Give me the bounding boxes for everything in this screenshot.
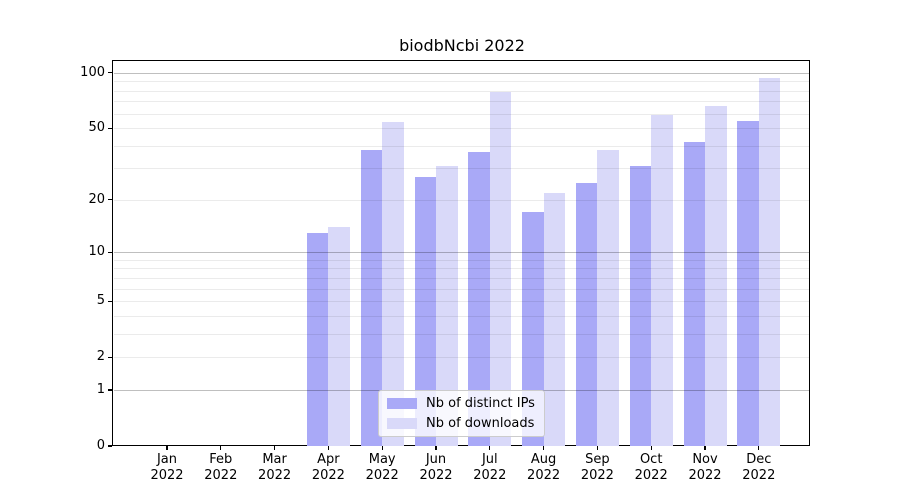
bar-distinct-ips-may <box>360 149 383 446</box>
x-tick-label-may: May 2022 <box>365 452 399 483</box>
bar-downloads-sep <box>597 149 619 446</box>
x-tick-label-jul: Jul 2022 <box>473 452 507 483</box>
y-tick-mark-0 <box>108 445 112 447</box>
x-tick-mark-oct <box>650 446 652 450</box>
x-tick-label-sep: Sep 2022 <box>580 452 614 483</box>
y-tick-mark-100 <box>108 72 112 74</box>
y-tick-label-2: 2 <box>96 349 105 365</box>
y-tick-mark-2 <box>108 356 112 358</box>
gridline-minor-6 <box>114 288 810 290</box>
gridline-minor-7 <box>114 277 810 279</box>
bar-distinct-ips-jul <box>468 151 490 446</box>
bar-downloads-apr <box>328 227 350 446</box>
gridline-minor-3 <box>114 333 810 335</box>
gridline-minor-60 <box>114 113 810 115</box>
gridline-minor-80 <box>114 90 810 92</box>
gridline-minor-50 <box>114 128 810 130</box>
y-tick-label-100: 100 <box>80 64 105 80</box>
x-tick-mark-mar <box>274 446 276 450</box>
y-tick-label-0: 0 <box>96 438 105 453</box>
x-tick-label-nov: Nov 2022 <box>688 452 722 483</box>
y-tick-mark-50 <box>108 127 112 129</box>
legend-item-downloads: Nb of downloads <box>387 416 536 431</box>
gridline-minor-30 <box>114 168 810 170</box>
x-tick-mark-nov <box>704 446 706 450</box>
bar-distinct-ips-jun <box>414 176 436 446</box>
y-tick-label-50: 50 <box>88 120 105 136</box>
x-tick-mark-dec <box>758 446 760 450</box>
bar-distinct-ips-aug <box>522 212 544 446</box>
gridline-minor-40 <box>114 145 810 147</box>
x-tick-mark-feb <box>220 446 222 450</box>
legend: Nb of distinct IPs Nb of downloads <box>378 390 545 437</box>
x-tick-label-feb: Feb 2022 <box>204 452 238 483</box>
x-tick-label-aug: Aug 2022 <box>527 452 561 483</box>
gridline-minor-70 <box>114 101 810 103</box>
bar-downloads-oct <box>651 114 673 446</box>
bar-downloads-jul <box>489 91 512 446</box>
gridline-minor-9 <box>114 259 810 261</box>
chart-title: biodbNcbi 2022 <box>399 36 525 55</box>
y-tick-mark-5 <box>108 300 112 302</box>
x-tick-mark-jul <box>489 446 491 450</box>
gridline-minor-2 <box>114 357 810 359</box>
plot-area <box>112 60 810 446</box>
x-tick-label-jun: Jun 2022 <box>419 452 453 483</box>
x-tick-label-jan: Jan 2022 <box>150 452 184 483</box>
legend-label-distinct-ips: Nb of distinct IPs <box>426 396 535 412</box>
bar-downloads-jun <box>436 165 458 446</box>
y-tick-label-1: 1 <box>96 381 105 397</box>
y-tick-label-20: 20 <box>88 191 105 207</box>
legend-swatch-distinct-ips <box>387 398 417 410</box>
x-tick-label-oct: Oct 2022 <box>634 452 668 483</box>
gridline-minor-4 <box>114 315 810 317</box>
x-tick-label-dec: Dec 2022 <box>742 452 776 483</box>
bar-downloads-aug <box>543 192 566 446</box>
bar-downloads-dec <box>758 77 781 446</box>
x-tick-mark-aug <box>543 446 545 450</box>
y-tick-mark-10 <box>108 251 112 253</box>
legend-swatch-downloads <box>387 417 417 429</box>
gridline-minor-5 <box>114 301 810 303</box>
x-tick-label-mar: Mar 2022 <box>258 452 292 483</box>
bar-downloads-may <box>382 122 404 446</box>
bar-distinct-ips-nov <box>683 141 705 446</box>
x-tick-mark-sep <box>596 446 598 450</box>
y-tick-mark-1 <box>108 389 112 391</box>
y-tick-label-10: 10 <box>88 244 105 260</box>
x-tick-label-apr: Apr 2022 <box>311 452 345 483</box>
gridline-major-10 <box>114 252 810 254</box>
bar-distinct-ips-apr <box>306 232 329 446</box>
x-tick-mark-jun <box>435 446 437 450</box>
legend-label-downloads: Nb of downloads <box>426 415 535 431</box>
gridline-minor-20 <box>114 199 810 201</box>
x-tick-mark-jan <box>166 446 168 450</box>
bar-downloads-nov <box>705 106 727 446</box>
y-tick-mark-20 <box>108 199 112 201</box>
gridline-minor-8 <box>114 268 810 270</box>
legend-item-distinct-ips: Nb of distinct IPs <box>387 396 536 411</box>
gridline-minor-90 <box>114 81 810 83</box>
gridline-major-100 <box>114 72 810 74</box>
x-tick-mark-may <box>381 446 383 450</box>
x-tick-mark-apr <box>327 446 329 450</box>
bar-distinct-ips-dec <box>737 120 759 446</box>
bar-distinct-ips-oct <box>629 165 652 446</box>
y-tick-label-5: 5 <box>96 293 105 309</box>
bar-distinct-ips-sep <box>575 182 598 446</box>
